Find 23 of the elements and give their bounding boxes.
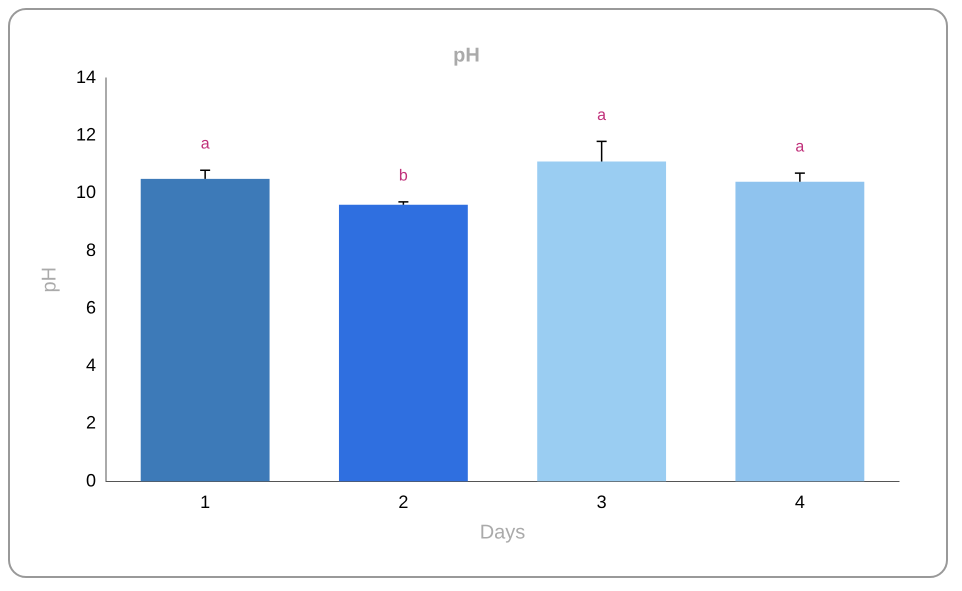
x-axis-title: Days <box>480 522 526 544</box>
y-tick-label: 4 <box>86 355 96 376</box>
x-tick-label: 2 <box>398 492 408 512</box>
y-tick-label: 6 <box>86 297 96 318</box>
bar <box>140 178 270 482</box>
y-tick-label: 14 <box>76 66 96 87</box>
bar <box>735 182 864 482</box>
bar <box>537 162 666 482</box>
annotation: a <box>795 138 804 156</box>
annotation: a <box>200 136 210 153</box>
y-axis-title: pH <box>38 266 61 292</box>
y-tick-label: 2 <box>86 412 96 433</box>
y-tick-label: 8 <box>86 240 96 260</box>
annotation: b <box>398 167 408 184</box>
y-tick-label: 0 <box>86 470 96 490</box>
x-tick-label: 3 <box>596 492 607 512</box>
annotation: a <box>597 106 606 124</box>
y-tick-label: 10 <box>76 182 96 202</box>
x-tick-label: 1 <box>200 492 210 512</box>
bar <box>338 204 468 482</box>
chart-title: pH <box>453 44 480 67</box>
x-tick-label: 4 <box>794 492 805 512</box>
y-tick-label: 12 <box>76 124 96 145</box>
